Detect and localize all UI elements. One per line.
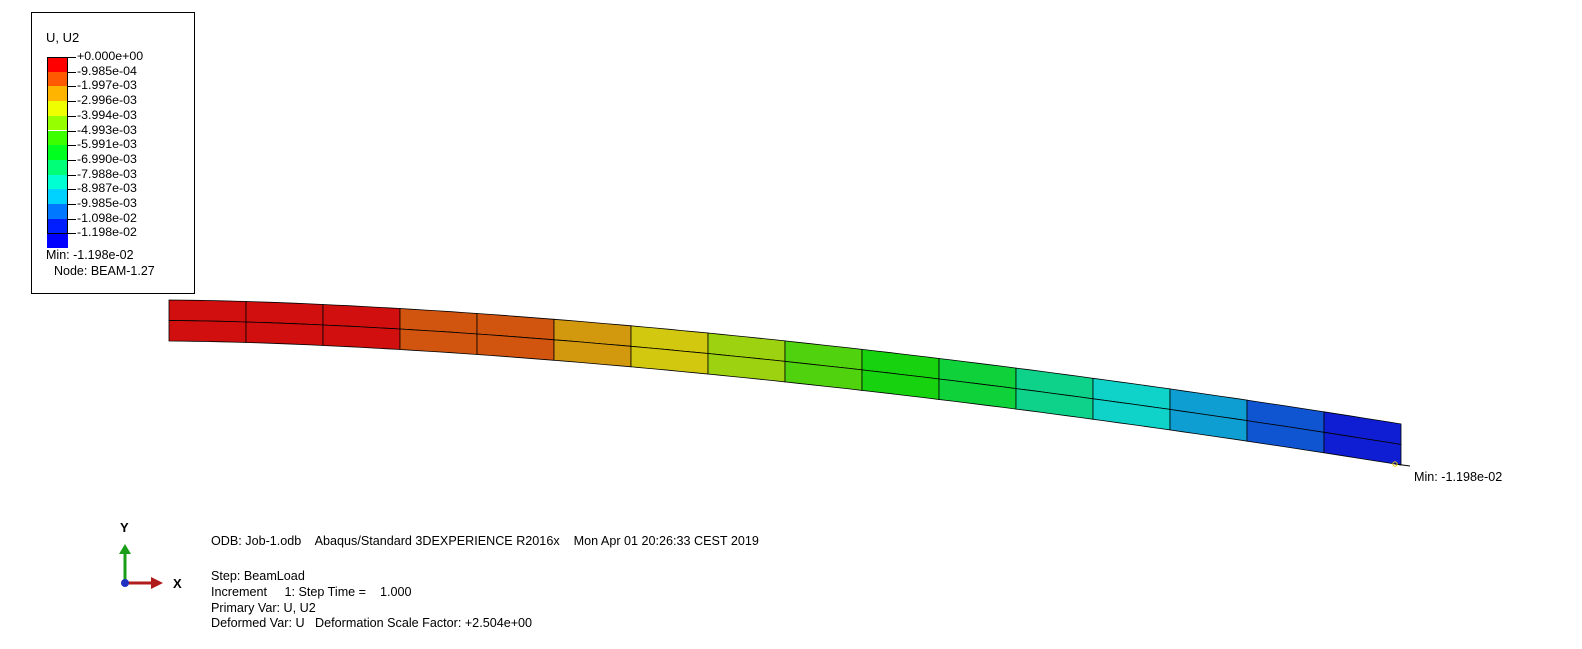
legend-swatch xyxy=(47,204,68,219)
triad-y-label: Y xyxy=(120,520,129,535)
legend-min-node: Node: BEAM-1.27 xyxy=(54,264,155,278)
legend-swatch xyxy=(47,86,68,102)
coordinate-triad: Y X xyxy=(119,520,182,591)
legend-label: -9.985e-04 xyxy=(77,63,137,78)
legend-tick xyxy=(68,130,76,132)
increment-info-line: Increment 1: Step Time = 1.000 xyxy=(211,585,412,599)
legend-swatch xyxy=(47,101,68,116)
odb-info-line: ODB: Job-1.odb Abaqus/Standard 3DEXPERIE… xyxy=(211,534,759,548)
step-info-line: Step: BeamLoad xyxy=(211,569,305,583)
triad-x-label: X xyxy=(173,576,182,591)
legend-label: -1.198e-02 xyxy=(77,225,137,240)
legend-label: -5.991e-03 xyxy=(77,137,137,152)
x-axis-arrowhead xyxy=(151,577,163,589)
legend-swatch xyxy=(47,145,68,160)
beam-element xyxy=(245,301,324,326)
beam-element xyxy=(399,328,478,355)
legend-swatch xyxy=(47,130,68,146)
legend-label: -1.997e-03 xyxy=(77,78,137,93)
legend-tick xyxy=(68,204,76,205)
legend-swatch xyxy=(47,189,68,204)
legend-label: -2.996e-03 xyxy=(77,93,137,108)
min-node-marker xyxy=(1392,461,1398,467)
beam-element xyxy=(168,320,247,343)
legend-label: -9.985e-03 xyxy=(77,196,137,210)
legend-min-value: Min: -1.198e-02 xyxy=(46,248,134,262)
legend-swatch xyxy=(47,174,68,190)
legend-swatch xyxy=(47,57,68,72)
legend-tick xyxy=(68,159,76,161)
legend-swatch xyxy=(47,233,68,249)
legend-swatch xyxy=(47,71,68,87)
legend-swatch xyxy=(47,115,68,131)
legend-tick xyxy=(68,145,76,147)
y-axis-arrowhead xyxy=(119,544,131,554)
beam-element xyxy=(245,321,324,346)
legend-label: +0.000e+00 xyxy=(77,49,144,63)
legend-label: -7.988e-03 xyxy=(77,166,137,181)
legend-tick xyxy=(68,174,76,176)
beam-element xyxy=(168,299,247,323)
legend-tick xyxy=(68,71,76,73)
deformed-var-line: Deformed Var: U Deformation Scale Factor… xyxy=(211,616,533,630)
legend-title: U, U2 xyxy=(46,30,80,45)
legend-tick xyxy=(68,233,76,235)
legend-tick xyxy=(68,189,76,191)
legend-label: -3.994e-03 xyxy=(77,107,137,122)
z-axis-dot xyxy=(121,579,129,587)
legend-tick xyxy=(68,218,76,220)
legend-swatch xyxy=(47,218,68,234)
legend-label: -6.990e-03 xyxy=(77,151,137,166)
legend-label: -1.098e-02 xyxy=(77,210,137,225)
legend-tick xyxy=(68,101,76,103)
legend-tick xyxy=(68,86,76,88)
legend-panel: U, U2 +0.000e+00 -9.985e-04 -1.997e-03 -2.9… xyxy=(31,12,195,294)
legend-label: -8.987e-03 xyxy=(77,181,137,196)
beam-element xyxy=(322,324,401,350)
legend-tick xyxy=(68,115,76,117)
primary-var-line: Primary Var: U, U2 xyxy=(211,601,316,615)
deformed-beam xyxy=(168,299,1402,466)
legend-swatch xyxy=(47,159,68,175)
min-value-annotation: Min: -1.198e-02 xyxy=(1414,470,1503,484)
legend-label: -4.993e-03 xyxy=(77,122,137,137)
legend-tick xyxy=(68,57,76,58)
